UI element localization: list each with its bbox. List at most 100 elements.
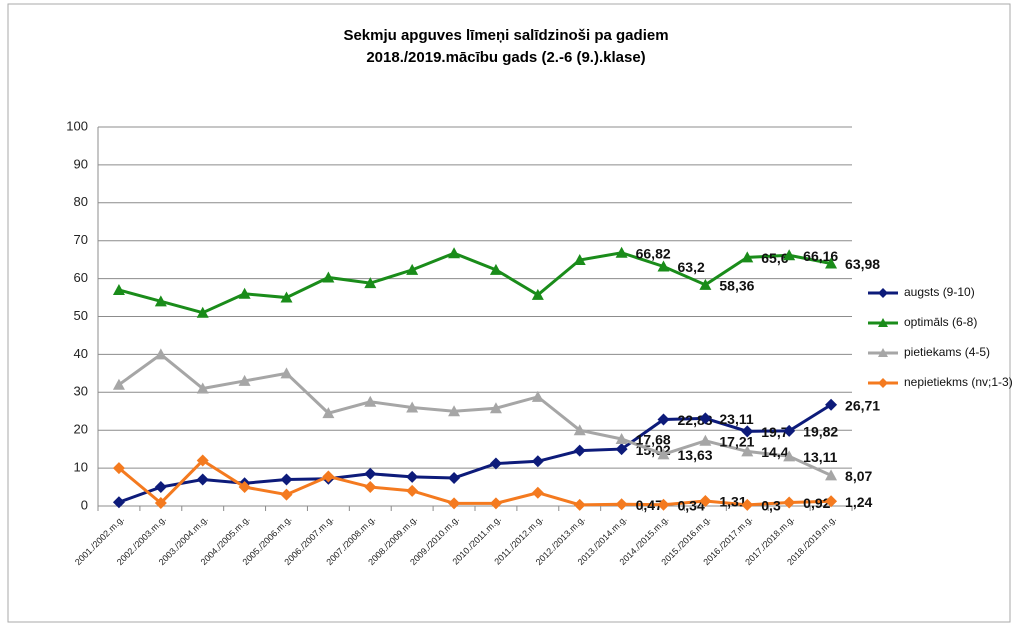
marker (196, 382, 209, 394)
series-line (118, 352, 832, 477)
y-tick-label: 70 (74, 232, 88, 247)
marker (280, 367, 293, 379)
data-label: 14,4 (761, 444, 788, 460)
marker (615, 443, 628, 456)
marker (615, 432, 628, 444)
marker (280, 291, 293, 303)
marker (364, 277, 377, 289)
legend-label: augsts (9-10) (904, 285, 975, 299)
y-tick-label: 90 (74, 156, 88, 171)
marker (657, 448, 670, 460)
marker (699, 278, 712, 290)
marker (406, 470, 419, 483)
marker (615, 498, 628, 511)
marker (825, 495, 838, 508)
data-label: 1,24 (845, 494, 872, 510)
marker (238, 481, 251, 494)
marker (196, 473, 209, 486)
legend-item: optimāls (6-8) (904, 315, 978, 329)
data-label: 17,68 (636, 432, 671, 448)
data-label: 58,36 (719, 278, 754, 294)
marker (825, 257, 838, 269)
marker (448, 405, 461, 417)
chart-frame (7, 3, 1011, 623)
marker (657, 498, 670, 511)
marker (406, 484, 419, 497)
legend-marker (878, 348, 888, 357)
series-line (117, 458, 832, 507)
marker (699, 412, 712, 425)
y-tick-label: 30 (74, 384, 88, 399)
data-label: 19,82 (803, 424, 838, 440)
marker (489, 457, 502, 470)
marker (825, 469, 838, 481)
marker (448, 497, 461, 510)
marker (573, 498, 586, 511)
marker (573, 444, 586, 457)
marker (741, 251, 754, 263)
marker (489, 402, 502, 414)
marker (825, 398, 838, 411)
data-label: 26,71 (845, 397, 880, 413)
legend-label: pietiekams (4-5) (904, 345, 991, 359)
marker (783, 450, 796, 462)
legend-label: optimāls (6-8) (904, 315, 978, 329)
legend-label: nepietiekms (nv;1-3) (904, 375, 1013, 389)
marker (615, 246, 628, 258)
marker (699, 495, 712, 508)
data-label: 13,63 (678, 447, 713, 463)
marker (112, 378, 125, 390)
legend-item: nepietiekms (nv;1-3) (904, 375, 1013, 389)
data-label: 17,21 (719, 433, 754, 449)
marker (657, 413, 670, 426)
legend-item: augsts (9-10) (904, 285, 975, 299)
legend-marker (878, 378, 888, 388)
marker (741, 425, 754, 438)
marker (573, 424, 586, 436)
marker (489, 497, 502, 510)
y-tick-label: 100 (66, 118, 88, 133)
marker (112, 283, 125, 295)
series-line (118, 251, 832, 315)
marker (406, 401, 419, 413)
marker (364, 467, 377, 480)
y-tick-label: 10 (74, 460, 88, 475)
marker (657, 260, 670, 272)
data-label: 13,11 (803, 449, 837, 465)
marker (741, 445, 754, 457)
chart-title: Sekmju apguves līmeņi salīdzinoši pa gad… (343, 27, 668, 44)
marker (154, 481, 167, 494)
marker (238, 374, 251, 386)
data-label: 66,16 (803, 248, 838, 264)
marker (783, 424, 796, 437)
marker (112, 462, 125, 475)
data-label: 0,47 (636, 497, 663, 513)
marker (573, 254, 586, 266)
data-label: 0,34 (678, 497, 705, 513)
marker (699, 434, 712, 446)
marker (322, 271, 335, 283)
legend-marker (878, 318, 888, 327)
data-label: 1,31 (719, 494, 746, 510)
marker (322, 470, 335, 483)
marker (280, 488, 293, 501)
marker (531, 390, 544, 402)
marker (783, 496, 796, 509)
marker (741, 498, 754, 511)
marker (448, 471, 461, 484)
y-tick-label: 80 (74, 194, 88, 209)
data-label: 63,2 (678, 259, 705, 275)
data-label: 63,98 (845, 256, 880, 272)
marker (364, 481, 377, 494)
marker (154, 348, 167, 360)
data-label: 23,11 (719, 411, 753, 427)
data-label: 19,7 (761, 424, 788, 440)
marker (531, 455, 544, 468)
data-label: 65,6 (761, 250, 788, 266)
marker (489, 263, 502, 275)
marker (322, 407, 335, 419)
marker (783, 249, 796, 261)
y-tick-label: 20 (74, 422, 88, 437)
marker (238, 287, 251, 299)
